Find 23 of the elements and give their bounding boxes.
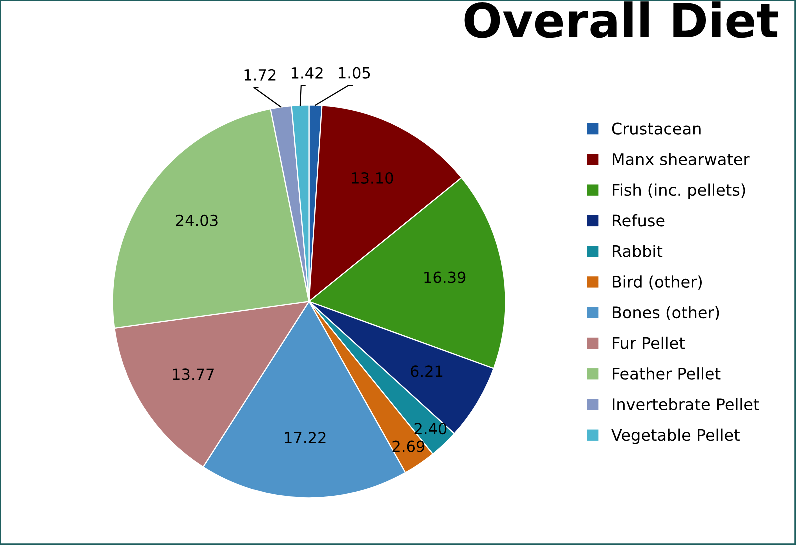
legend-label: Feather Pellet [613, 368, 721, 380]
data-label: 6.21 [411, 366, 443, 378]
legend-label: Rabbit [613, 245, 663, 258]
data-label: 16.39 [424, 272, 466, 284]
data-label: 2.40 [414, 423, 447, 435]
data-label: 17.22 [285, 432, 326, 444]
legend-label: Manx shearwater [613, 153, 750, 166]
legend-label: Bird (other) [613, 276, 702, 290]
data-label: 2.69 [392, 440, 425, 452]
data-label: 13.77 [173, 368, 214, 380]
chart-title: Overall Diet [464, 2, 778, 38]
legend-label: Crustacean [612, 122, 701, 135]
data-label: 1.72 [244, 69, 276, 81]
data-label: 1.42 [292, 67, 323, 79]
legend-label: Bones (other) [613, 306, 720, 321]
legend-label: Refuse [613, 214, 665, 227]
legend-label: Invertebrate Pellet [613, 398, 760, 411]
legend-label: Vegetable Pellet [612, 428, 740, 444]
data-label: 1.05 [339, 67, 370, 79]
legend-label: Fish (inc. pellets) [613, 184, 746, 200]
data-label: 13.10 [352, 172, 394, 184]
legend-label: Fur Pellet [613, 336, 685, 350]
data-label: 24.03 [176, 214, 218, 226]
